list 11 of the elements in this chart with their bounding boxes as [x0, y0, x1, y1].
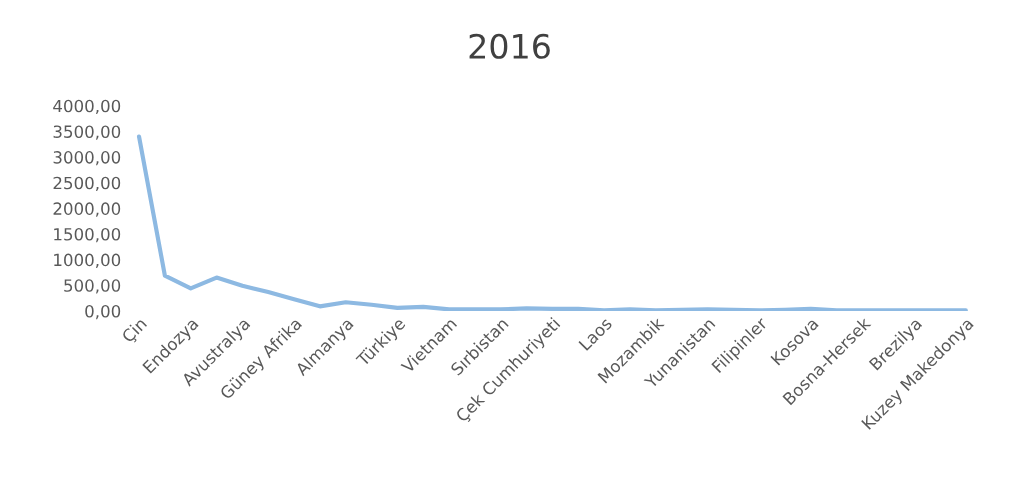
chart-title: 2016: [469, 33, 550, 59]
y-tick-label: 0,00: [85, 304, 121, 320]
y-tick-label: 2000,00: [53, 202, 121, 217]
y-tick-label: 2500,00: [53, 176, 121, 191]
y-tick-label: 1500,00: [54, 227, 121, 243]
y-tick-label: 3500,00: [53, 125, 121, 140]
y-tick-label: 1000,00: [54, 253, 121, 268]
y-tick-label: 500,00: [64, 279, 121, 294]
y-tick-label: 4000,00: [53, 99, 121, 115]
y-tick-label: 3000,00: [53, 151, 121, 166]
line-series: [136, 134, 968, 311]
